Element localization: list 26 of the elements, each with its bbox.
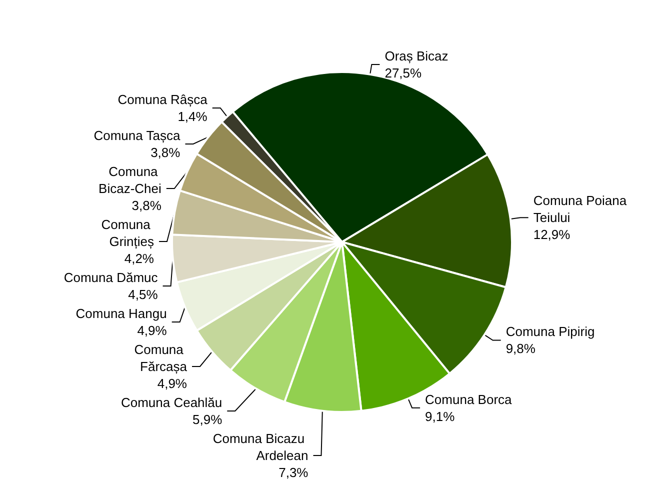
slice-label: Comuna Râșca — [118, 92, 208, 107]
slice-label: Comuna Pipirig — [506, 324, 595, 340]
data-label: 3,8% — [132, 198, 162, 213]
data-label: 4,9% — [157, 376, 188, 391]
data-label: 7,3% — [278, 465, 309, 480]
slice-label: Comuna Fărcașa — [134, 342, 188, 374]
slice-label: Oraș Bicaz — [384, 48, 448, 64]
data-label: 1,4% — [178, 109, 208, 124]
data-label: 27,5% — [384, 65, 422, 80]
data-label: 3,8% — [150, 145, 181, 160]
data-label: 9,8% — [506, 341, 536, 356]
slice-label: Comuna Tașca — [94, 128, 181, 143]
slice-label: Comuna Bicaz-Chei — [98, 164, 162, 196]
slice-label: Comuna Hangu — [76, 306, 167, 321]
data-label: 9,1% — [425, 408, 456, 424]
data-label: 4,2% — [124, 251, 154, 266]
data-label: 4,5% — [128, 287, 158, 302]
slice-label: Comuna Bicazu Ardelean — [212, 431, 308, 463]
slice-label: Comuna Dămuc — [64, 270, 158, 285]
data-label: 5,9% — [192, 412, 223, 427]
data-label: 4,9% — [137, 323, 168, 338]
slice-label: Comuna Ceahlău — [120, 395, 222, 410]
data-label: 12,9% — [533, 227, 571, 242]
slice-label: Comuna Borca — [425, 392, 513, 407]
slice-label: Comuna Poiana Teiului — [533, 193, 630, 226]
slice-label: Comuna Grințieș — [101, 217, 154, 249]
